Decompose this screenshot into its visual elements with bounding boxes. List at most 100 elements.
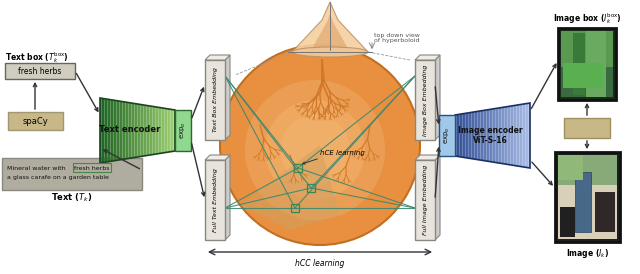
Text: Image box ($I_k^{\rm box}$): Image box ($I_k^{\rm box}$) — [552, 12, 621, 27]
Text: hCC learning: hCC learning — [295, 258, 345, 267]
Polygon shape — [520, 104, 521, 167]
Bar — [2, 158, 142, 190]
Polygon shape — [513, 105, 515, 165]
Bar — [555, 152, 620, 242]
Polygon shape — [139, 104, 141, 157]
Polygon shape — [467, 113, 468, 158]
Polygon shape — [522, 104, 524, 167]
Polygon shape — [143, 105, 145, 156]
Text: Full Image Embedding: Full Image Embedding — [422, 165, 428, 235]
Polygon shape — [435, 155, 440, 240]
Polygon shape — [150, 106, 151, 155]
Polygon shape — [161, 108, 163, 153]
Bar — [205, 160, 225, 240]
Polygon shape — [112, 100, 113, 161]
Polygon shape — [205, 55, 230, 60]
Text: Image ($I_k$): Image ($I_k$) — [566, 247, 609, 259]
Polygon shape — [166, 109, 168, 152]
Bar — [307, 184, 315, 192]
Polygon shape — [488, 110, 490, 161]
Polygon shape — [503, 107, 504, 164]
Text: a glass carafe on a garden table: a glass carafe on a garden table — [7, 176, 109, 181]
Polygon shape — [156, 107, 157, 154]
Text: $\exp_o$: $\exp_o$ — [442, 127, 452, 144]
Polygon shape — [468, 113, 470, 158]
Bar — [558, 155, 617, 185]
Bar — [560, 207, 575, 237]
Polygon shape — [159, 107, 160, 154]
Polygon shape — [465, 113, 467, 158]
Bar — [205, 60, 225, 140]
Text: fresh herbs: fresh herbs — [19, 67, 61, 76]
Polygon shape — [415, 55, 440, 60]
Polygon shape — [524, 104, 525, 167]
Text: top down view
of hyperboloid: top down view of hyperboloid — [374, 33, 420, 43]
Text: Image encoder
ViT-S-16: Image encoder ViT-S-16 — [458, 126, 522, 145]
Polygon shape — [133, 103, 134, 158]
Polygon shape — [240, 145, 340, 230]
Polygon shape — [102, 98, 103, 163]
Text: GLIP: GLIP — [575, 123, 600, 133]
Polygon shape — [125, 102, 127, 159]
Polygon shape — [113, 100, 115, 161]
Polygon shape — [473, 112, 474, 159]
Polygon shape — [152, 106, 154, 155]
Polygon shape — [129, 102, 130, 158]
Polygon shape — [512, 106, 513, 165]
Bar — [561, 31, 613, 67]
Polygon shape — [142, 105, 143, 156]
Polygon shape — [104, 99, 106, 162]
Text: Image Box Embedding: Image Box Embedding — [422, 64, 428, 136]
Bar — [558, 155, 617, 239]
Polygon shape — [160, 108, 161, 153]
Polygon shape — [529, 103, 530, 168]
Polygon shape — [463, 113, 464, 158]
Polygon shape — [508, 106, 509, 165]
Polygon shape — [460, 114, 461, 157]
Polygon shape — [164, 108, 166, 153]
Bar — [573, 33, 585, 95]
Polygon shape — [121, 101, 122, 160]
Polygon shape — [516, 105, 518, 166]
Polygon shape — [147, 105, 148, 156]
Text: Text box ($T_k^{\rm box}$): Text box ($T_k^{\rm box}$) — [5, 50, 68, 65]
Polygon shape — [173, 110, 175, 151]
Polygon shape — [225, 55, 230, 140]
Polygon shape — [292, 2, 368, 52]
Bar — [558, 185, 617, 239]
Polygon shape — [109, 99, 111, 162]
Polygon shape — [141, 104, 142, 156]
Bar — [415, 60, 435, 140]
Polygon shape — [435, 55, 440, 140]
Polygon shape — [461, 114, 463, 157]
Bar — [561, 31, 613, 97]
Polygon shape — [485, 110, 486, 161]
Bar — [291, 204, 299, 212]
Polygon shape — [157, 107, 159, 154]
Polygon shape — [100, 98, 102, 163]
Circle shape — [220, 45, 420, 245]
Polygon shape — [456, 115, 458, 156]
Polygon shape — [474, 112, 476, 159]
Polygon shape — [511, 106, 512, 165]
Bar — [8, 112, 63, 130]
Polygon shape — [127, 102, 129, 159]
Polygon shape — [483, 110, 485, 161]
Polygon shape — [310, 14, 350, 52]
Polygon shape — [479, 111, 481, 160]
Circle shape — [265, 100, 365, 200]
Circle shape — [245, 80, 385, 220]
Polygon shape — [476, 112, 477, 159]
Polygon shape — [490, 109, 491, 162]
Polygon shape — [472, 112, 473, 159]
Polygon shape — [115, 100, 116, 161]
Polygon shape — [486, 110, 488, 161]
Polygon shape — [111, 100, 112, 161]
Polygon shape — [145, 105, 147, 156]
Ellipse shape — [292, 47, 368, 57]
Bar — [595, 192, 615, 232]
Bar — [563, 63, 603, 88]
Bar — [439, 115, 455, 156]
Bar — [558, 28, 616, 100]
Text: hCE learning: hCE learning — [320, 150, 365, 156]
